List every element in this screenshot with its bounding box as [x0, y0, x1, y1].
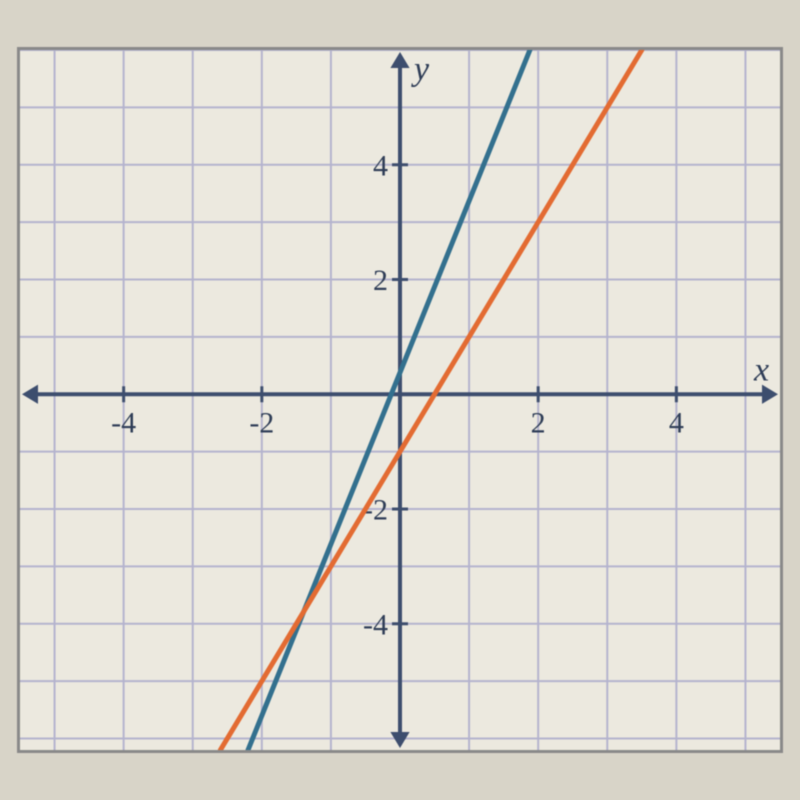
- y-tick-label: -4: [363, 608, 388, 641]
- x-tick-label: 4: [669, 406, 684, 439]
- x-tick-label: -4: [111, 406, 136, 439]
- graph-frame: -4-224-4-224yx: [17, 47, 783, 753]
- y-axis-label: y: [411, 51, 430, 88]
- y-tick-label: 2: [373, 264, 388, 297]
- x-tick-label: 2: [531, 406, 546, 439]
- coordinate-plot: -4-224-4-224yx: [20, 50, 780, 750]
- y-tick-label: 4: [373, 149, 388, 182]
- x-axis-label: x: [753, 351, 769, 388]
- x-tick-label: -2: [249, 406, 274, 439]
